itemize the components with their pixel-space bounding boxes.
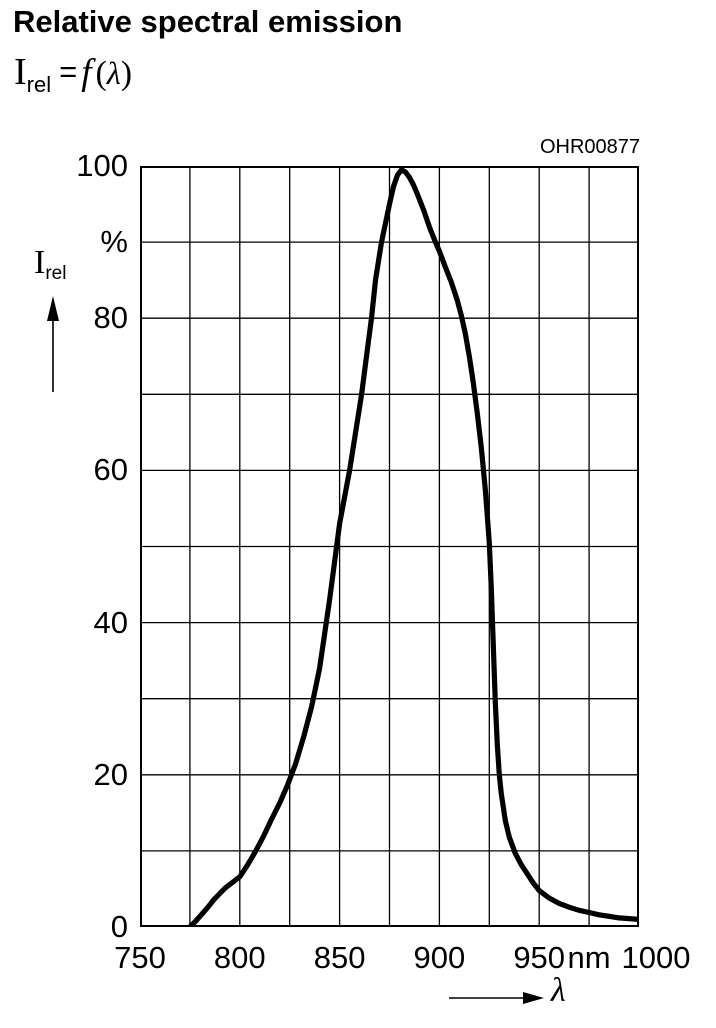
formula-symbol-subscript: rel xyxy=(26,72,52,97)
y-tick-label: 40 xyxy=(93,604,128,640)
formula-close-paren: ) xyxy=(120,55,133,92)
formula-equals: = xyxy=(59,54,78,89)
spectral-emission-plot xyxy=(140,166,639,927)
page-title: Relative spectral emission xyxy=(13,4,403,39)
formula-symbol: I xyxy=(14,51,27,93)
y-tick-label: 20 xyxy=(93,756,128,792)
y-tick-label: 100 xyxy=(76,148,128,183)
spectral-emission-curve xyxy=(187,167,639,927)
x-axis-unit: nm xyxy=(567,940,611,975)
chart-id: OHR00877 xyxy=(539,136,640,158)
plot-grid xyxy=(140,166,639,927)
y-axis-arrow-icon xyxy=(47,296,59,392)
formula-lambda: λ xyxy=(106,55,121,91)
x-tick-label: 800 xyxy=(213,940,266,975)
y-tick-label: 80 xyxy=(93,300,128,336)
y-axis-symbol-subscript: rel xyxy=(45,263,67,284)
x-tick-label: 900 xyxy=(413,940,466,975)
plot-border xyxy=(140,166,639,927)
y-axis-unit: % xyxy=(100,224,128,260)
y-tick-label: 60 xyxy=(93,452,128,488)
x-tick-label: 1000 xyxy=(621,940,691,975)
x-tick-label: 750 xyxy=(114,940,166,975)
y-tick-label: 0 xyxy=(110,909,128,944)
x-axis-symbol: λ xyxy=(551,972,566,1009)
y-axis-symbol: I xyxy=(34,244,46,281)
x-tick-label: 850 xyxy=(313,940,366,975)
y-axis-label: Irel xyxy=(34,244,66,285)
x-axis-arrow-icon xyxy=(449,992,544,1004)
formula-function: f xyxy=(81,52,92,93)
x-tick-label: 950 xyxy=(513,940,566,975)
formula: Irel = f (λ) xyxy=(14,50,132,107)
formula-open-paren: ( xyxy=(95,55,107,92)
